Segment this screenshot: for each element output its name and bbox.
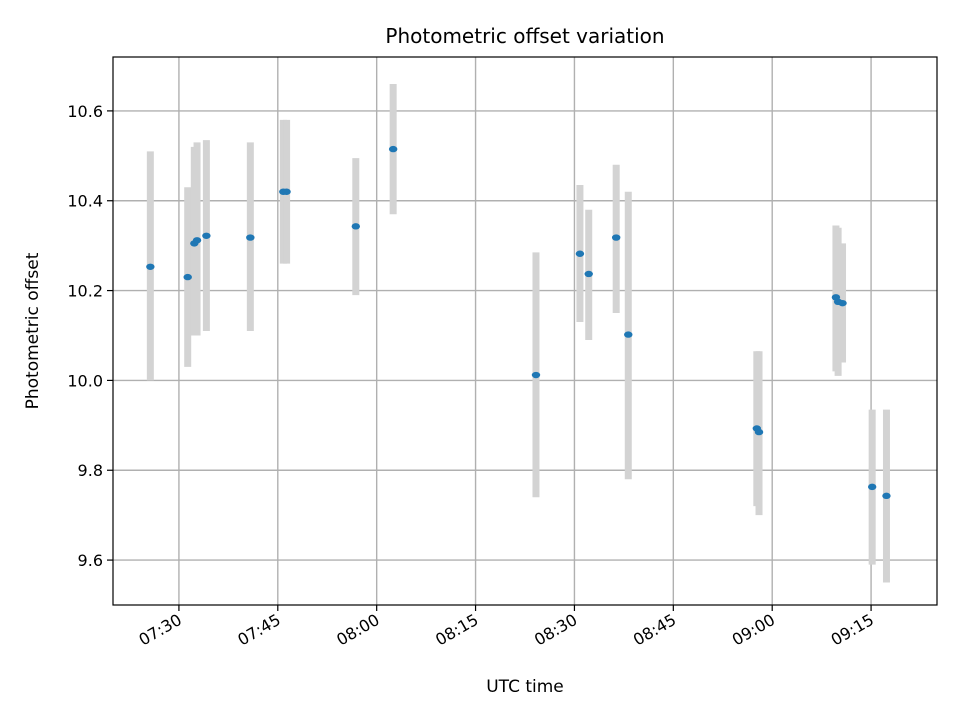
- plot-frame: [112, 56, 938, 606]
- data-point: [624, 331, 633, 338]
- y-tick-label: 10.2: [67, 282, 103, 301]
- data-point: [192, 237, 202, 244]
- y-tick-label: 9.6: [78, 551, 103, 570]
- data-point: [584, 270, 593, 278]
- data-point: [246, 234, 255, 241]
- y-tick-label: 10.4: [67, 192, 103, 211]
- data-point: [183, 273, 192, 281]
- data-point: [754, 428, 764, 436]
- data-point: [282, 188, 291, 195]
- chart-title: Photometric offset variation: [385, 24, 664, 48]
- data-point: [202, 232, 211, 239]
- x-axis-label: UTC time: [486, 677, 564, 697]
- y-tick-label: 10.0: [67, 371, 103, 390]
- data-point: [611, 234, 621, 241]
- y-tick-label: 9.8: [78, 461, 103, 480]
- data-points: [146, 145, 891, 500]
- data-point: [867, 483, 877, 491]
- y-axis-label: Photometric offset: [23, 252, 43, 409]
- data-point: [838, 299, 847, 307]
- data-point: [575, 250, 585, 257]
- y-tick-label: 10.6: [67, 102, 103, 121]
- data-point: [882, 492, 891, 500]
- data-point: [388, 145, 398, 153]
- data-point: [531, 371, 541, 379]
- y-axis-ticks: 9.6 9.8 10.0 10.2 10.4 10.6: [67, 102, 113, 570]
- data-point: [351, 223, 361, 230]
- data-point: [146, 263, 155, 270]
